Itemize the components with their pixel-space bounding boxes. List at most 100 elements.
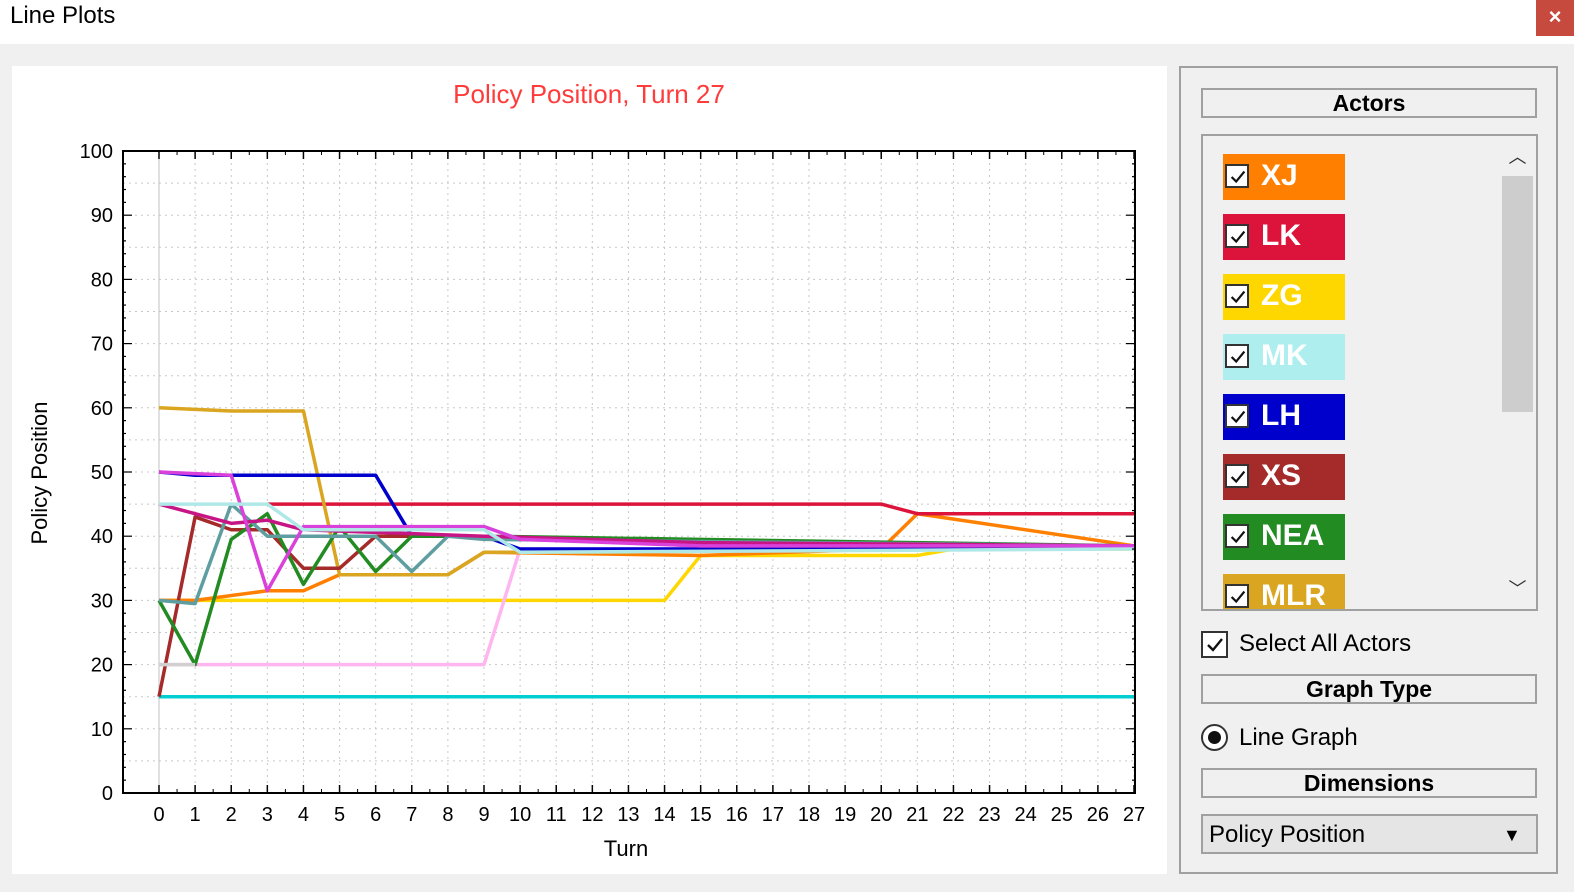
actor-item-lh[interactable]: LH [1223,394,1345,440]
series-line-1 [159,547,1134,603]
x-tick-label: 5 [334,804,345,826]
x-tick-label: 1 [190,804,201,826]
actor-checkbox[interactable] [1225,524,1249,548]
x-tick-label: 24 [1015,804,1037,826]
dimension-dropdown[interactable]: Policy Position ▼ [1201,814,1538,854]
series-line-10 [158,502,1135,548]
line-graph-label: Line Graph [1239,724,1358,751]
close-button[interactable]: × [1536,0,1574,36]
plot-panel: 0 1 2 3 4 5 6 7 8 9 10 11 12 13 14 15 16 17 18 19 20 21 22 23 24… [12,66,1167,874]
x-tick-label: 25 [1051,804,1073,826]
actor-label: NEA [1261,519,1325,552]
actor-item-nea[interactable]: NEA [1223,514,1345,560]
chart-title: Policy Position, Turn 27 [453,79,725,109]
line-graph-radio[interactable] [1201,724,1228,751]
dimension-value: Policy Position [1209,821,1366,848]
y-tick-label: 40 [91,526,113,548]
actor-label: MLR [1261,579,1326,611]
x-tick-label: 27 [1123,804,1145,826]
select-all-actors[interactable]: Select All Actors [1201,629,1501,659]
x-tick-label: 26 [1087,804,1109,826]
y-tick-label: 60 [91,398,113,420]
actor-item-mlr[interactable]: MLR [1223,574,1345,611]
checkmark-icon [1230,410,1246,424]
x-tick-label: 4 [298,804,309,826]
x-tick-label: 7 [406,804,417,826]
actor-label: LK [1261,219,1301,252]
y-axis-label: Policy Position [27,401,52,544]
y-tick-label: 90 [91,205,113,227]
series-line-9 [158,502,1135,606]
y-tick-label: 0 [102,783,113,805]
actor-checkbox[interactable] [1225,464,1249,488]
x-tick-label: 12 [581,804,603,826]
y-tick-label: 50 [91,462,113,484]
chart-axes: 0 1 2 3 4 5 6 7 8 9 10 11 12 13 14 15 16 17 18 19 20 21 22 23 24… [80,141,1146,826]
actor-list: XJ LK ZG MK LH XS NEA MLR ︿ ﹀ [1201,134,1538,611]
x-tick-label: 3 [262,804,273,826]
x-tick-label: 9 [478,804,489,826]
actor-checkbox[interactable] [1225,404,1249,428]
dimensions-header: Dimensions [1201,768,1537,798]
line-graph-option[interactable]: Line Graph [1201,723,1501,753]
checkmark-icon [1230,470,1246,484]
actor-checkbox[interactable] [1225,584,1249,608]
y-tick-label: 80 [91,269,113,291]
scroll-up-icon[interactable]: ︿ [1508,147,1527,167]
actor-label: MK [1261,339,1308,372]
actor-item-xj[interactable]: XJ [1223,154,1345,200]
x-tick-label: 11 [546,804,567,826]
actor-checkbox[interactable] [1225,284,1249,308]
x-tick-label: 16 [726,804,748,826]
actor-item-mk[interactable]: MK [1223,334,1345,380]
line-chart: 0 1 2 3 4 5 6 7 8 9 10 11 12 13 14 15 16 17 18 19 20 21 22 23 24… [27,79,1146,861]
checkmark-icon [1230,590,1246,604]
x-tick-label: 17 [762,804,784,826]
select-all-label: Select All Actors [1239,630,1412,657]
actor-label: LH [1261,399,1301,432]
x-tick-label: 8 [442,804,453,826]
checkmark-icon [1230,290,1246,304]
side-panel: Actors XJ LK ZG MK LH XS NEA MLR ︿ ﹀ Select All… [1179,66,1558,874]
actor-item-lk[interactable]: LK [1223,214,1345,260]
actor-label: ZG [1261,279,1303,312]
x-tick-label: 22 [942,804,964,826]
window-title: Line Plots [10,2,116,29]
checkmark-icon [1230,170,1246,184]
dropdown-arrow-icon[interactable]: ▼ [1503,825,1521,845]
actor-checkbox[interactable] [1225,344,1249,368]
series-line-12 [159,502,1135,554]
x-axis-label: Turn [604,836,648,861]
x-tick-label: 6 [370,804,381,826]
x-tick-label: 19 [834,804,856,826]
graph-type-header: Graph Type [1201,674,1537,704]
actor-item-zg[interactable]: ZG [1223,274,1345,320]
x-tick-label: 15 [690,804,712,826]
x-tick-label: 18 [798,804,820,826]
y-tick-label: 30 [91,590,113,612]
y-tick-label: 100 [80,141,113,163]
y-tick-label: 10 [91,719,113,741]
checkmark-icon [1230,350,1246,364]
actor-checkbox[interactable] [1225,164,1249,188]
actor-list-scrollbar[interactable]: ︿ ﹀ [1501,138,1534,607]
select-all-checkbox[interactable] [1201,631,1228,658]
x-tick-label: 13 [617,804,639,826]
y-tick-label: 20 [91,655,113,677]
actor-item-xs[interactable]: XS [1223,454,1345,500]
x-tick-label: 2 [226,804,237,826]
series-line-4 [267,502,1134,516]
actor-checkbox[interactable] [1225,224,1249,248]
scroll-down-icon[interactable]: ﹀ [1508,579,1527,599]
scroll-thumb[interactable] [1502,176,1533,412]
series-line-2 [159,544,1135,667]
x-tick-label: 23 [978,804,1000,826]
x-tick-label: 10 [509,804,531,826]
checkmark-icon [1230,230,1246,244]
y-tick-label: 70 [91,334,113,356]
series-line-11 [158,470,1134,593]
title-bar: Line Plots × [0,0,1574,44]
actors-header: Actors [1201,88,1537,118]
radio-dot-icon [1208,731,1221,744]
x-tick-label: 0 [153,804,164,826]
